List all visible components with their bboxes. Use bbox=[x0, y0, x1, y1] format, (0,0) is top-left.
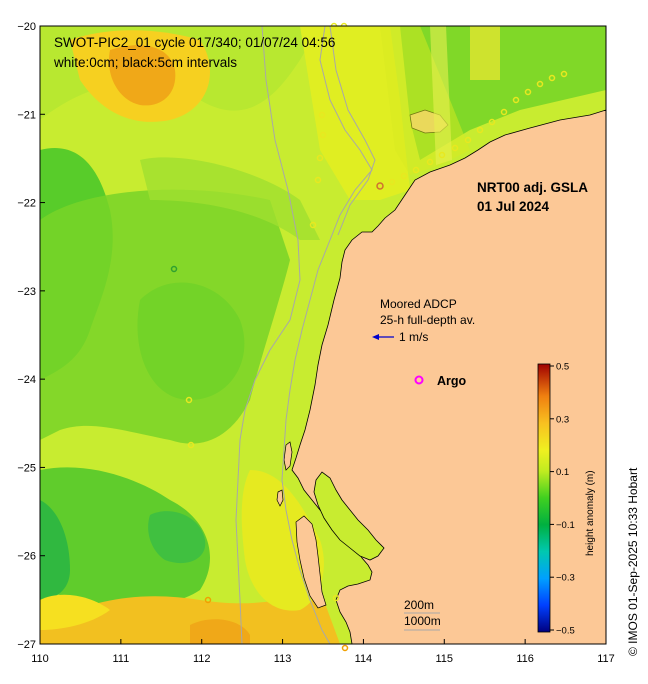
x-tick-label: 112 bbox=[193, 653, 211, 665]
x-tick-label: 115 bbox=[436, 653, 454, 665]
x-axis: 110 111 112 113 114 115 116 117 bbox=[31, 639, 615, 665]
x-tick-label: 113 bbox=[274, 653, 292, 665]
colorbar-tick-label: 0.3 bbox=[556, 414, 569, 425]
isobath-label-200m: 200m bbox=[404, 598, 434, 612]
y-tick-label: −20 bbox=[17, 21, 36, 33]
y-tick-label: −26 bbox=[17, 551, 36, 563]
product-label-line2: 01 Jul 2024 bbox=[477, 199, 550, 214]
argo-marker-icon bbox=[414, 375, 424, 385]
y-tick-label: −22 bbox=[17, 198, 36, 210]
y-tick-label: −21 bbox=[17, 109, 36, 121]
velocity-scale-label: 1 m/s bbox=[399, 330, 428, 344]
colorbar-label: height anomaly (m) bbox=[585, 470, 596, 556]
colorbar: 0.5 0.3 0.1 −0.1 −0.3 −0.5 height anomaly (m) bbox=[537, 362, 596, 637]
isobaths bbox=[235, 26, 376, 644]
y-tick-label: −23 bbox=[17, 286, 36, 298]
swot-track-markers bbox=[185, 22, 568, 602]
x-tick-label: 110 bbox=[31, 653, 49, 665]
swot-swath bbox=[380, 26, 470, 175]
adcp-label-line1: Moored ADCP bbox=[380, 297, 457, 311]
isobath-legend bbox=[404, 612, 440, 631]
imos-credit: © IMOS 01-Sep-2025 10:33 Hobart bbox=[626, 467, 640, 656]
map-title-line1: SWOT-PIC2_01 cycle 017/340; 01/07/24 04:… bbox=[54, 35, 335, 50]
x-tick-label: 117 bbox=[597, 653, 615, 665]
isobath-label-1000m: 1000m bbox=[404, 614, 441, 628]
map-title-line2: white:0cm; black:5cm intervals bbox=[53, 55, 237, 70]
x-tick-label: 116 bbox=[516, 653, 534, 665]
colorbar-tick-label: 0.1 bbox=[556, 467, 569, 478]
velocity-scale-arrow bbox=[372, 334, 394, 340]
x-tick-label: 111 bbox=[112, 653, 129, 665]
sea-level-field bbox=[40, 26, 606, 644]
y-tick-label: −27 bbox=[17, 639, 36, 651]
other-markers bbox=[170, 182, 384, 652]
plot-frame bbox=[39, 25, 607, 645]
product-label-line1: NRT00 adj. GSLA bbox=[477, 180, 588, 195]
argo-label: Argo bbox=[437, 374, 467, 388]
colorbar-tick-label: −0.3 bbox=[556, 573, 575, 584]
colorbar-tick-label: −0.5 bbox=[556, 626, 575, 637]
y-axis: −20 −21 −22 −23 −24 −25 −26 −27 bbox=[17, 21, 45, 651]
colorbar-tick-label: 0.5 bbox=[556, 362, 569, 373]
y-tick-label: −24 bbox=[17, 374, 36, 386]
x-tick-label: 114 bbox=[355, 653, 373, 665]
adcp-label-line2: 25-h full-depth av. bbox=[380, 313, 475, 327]
colorbar-tick-label: −0.1 bbox=[556, 520, 575, 531]
y-tick-label: −25 bbox=[17, 462, 36, 474]
